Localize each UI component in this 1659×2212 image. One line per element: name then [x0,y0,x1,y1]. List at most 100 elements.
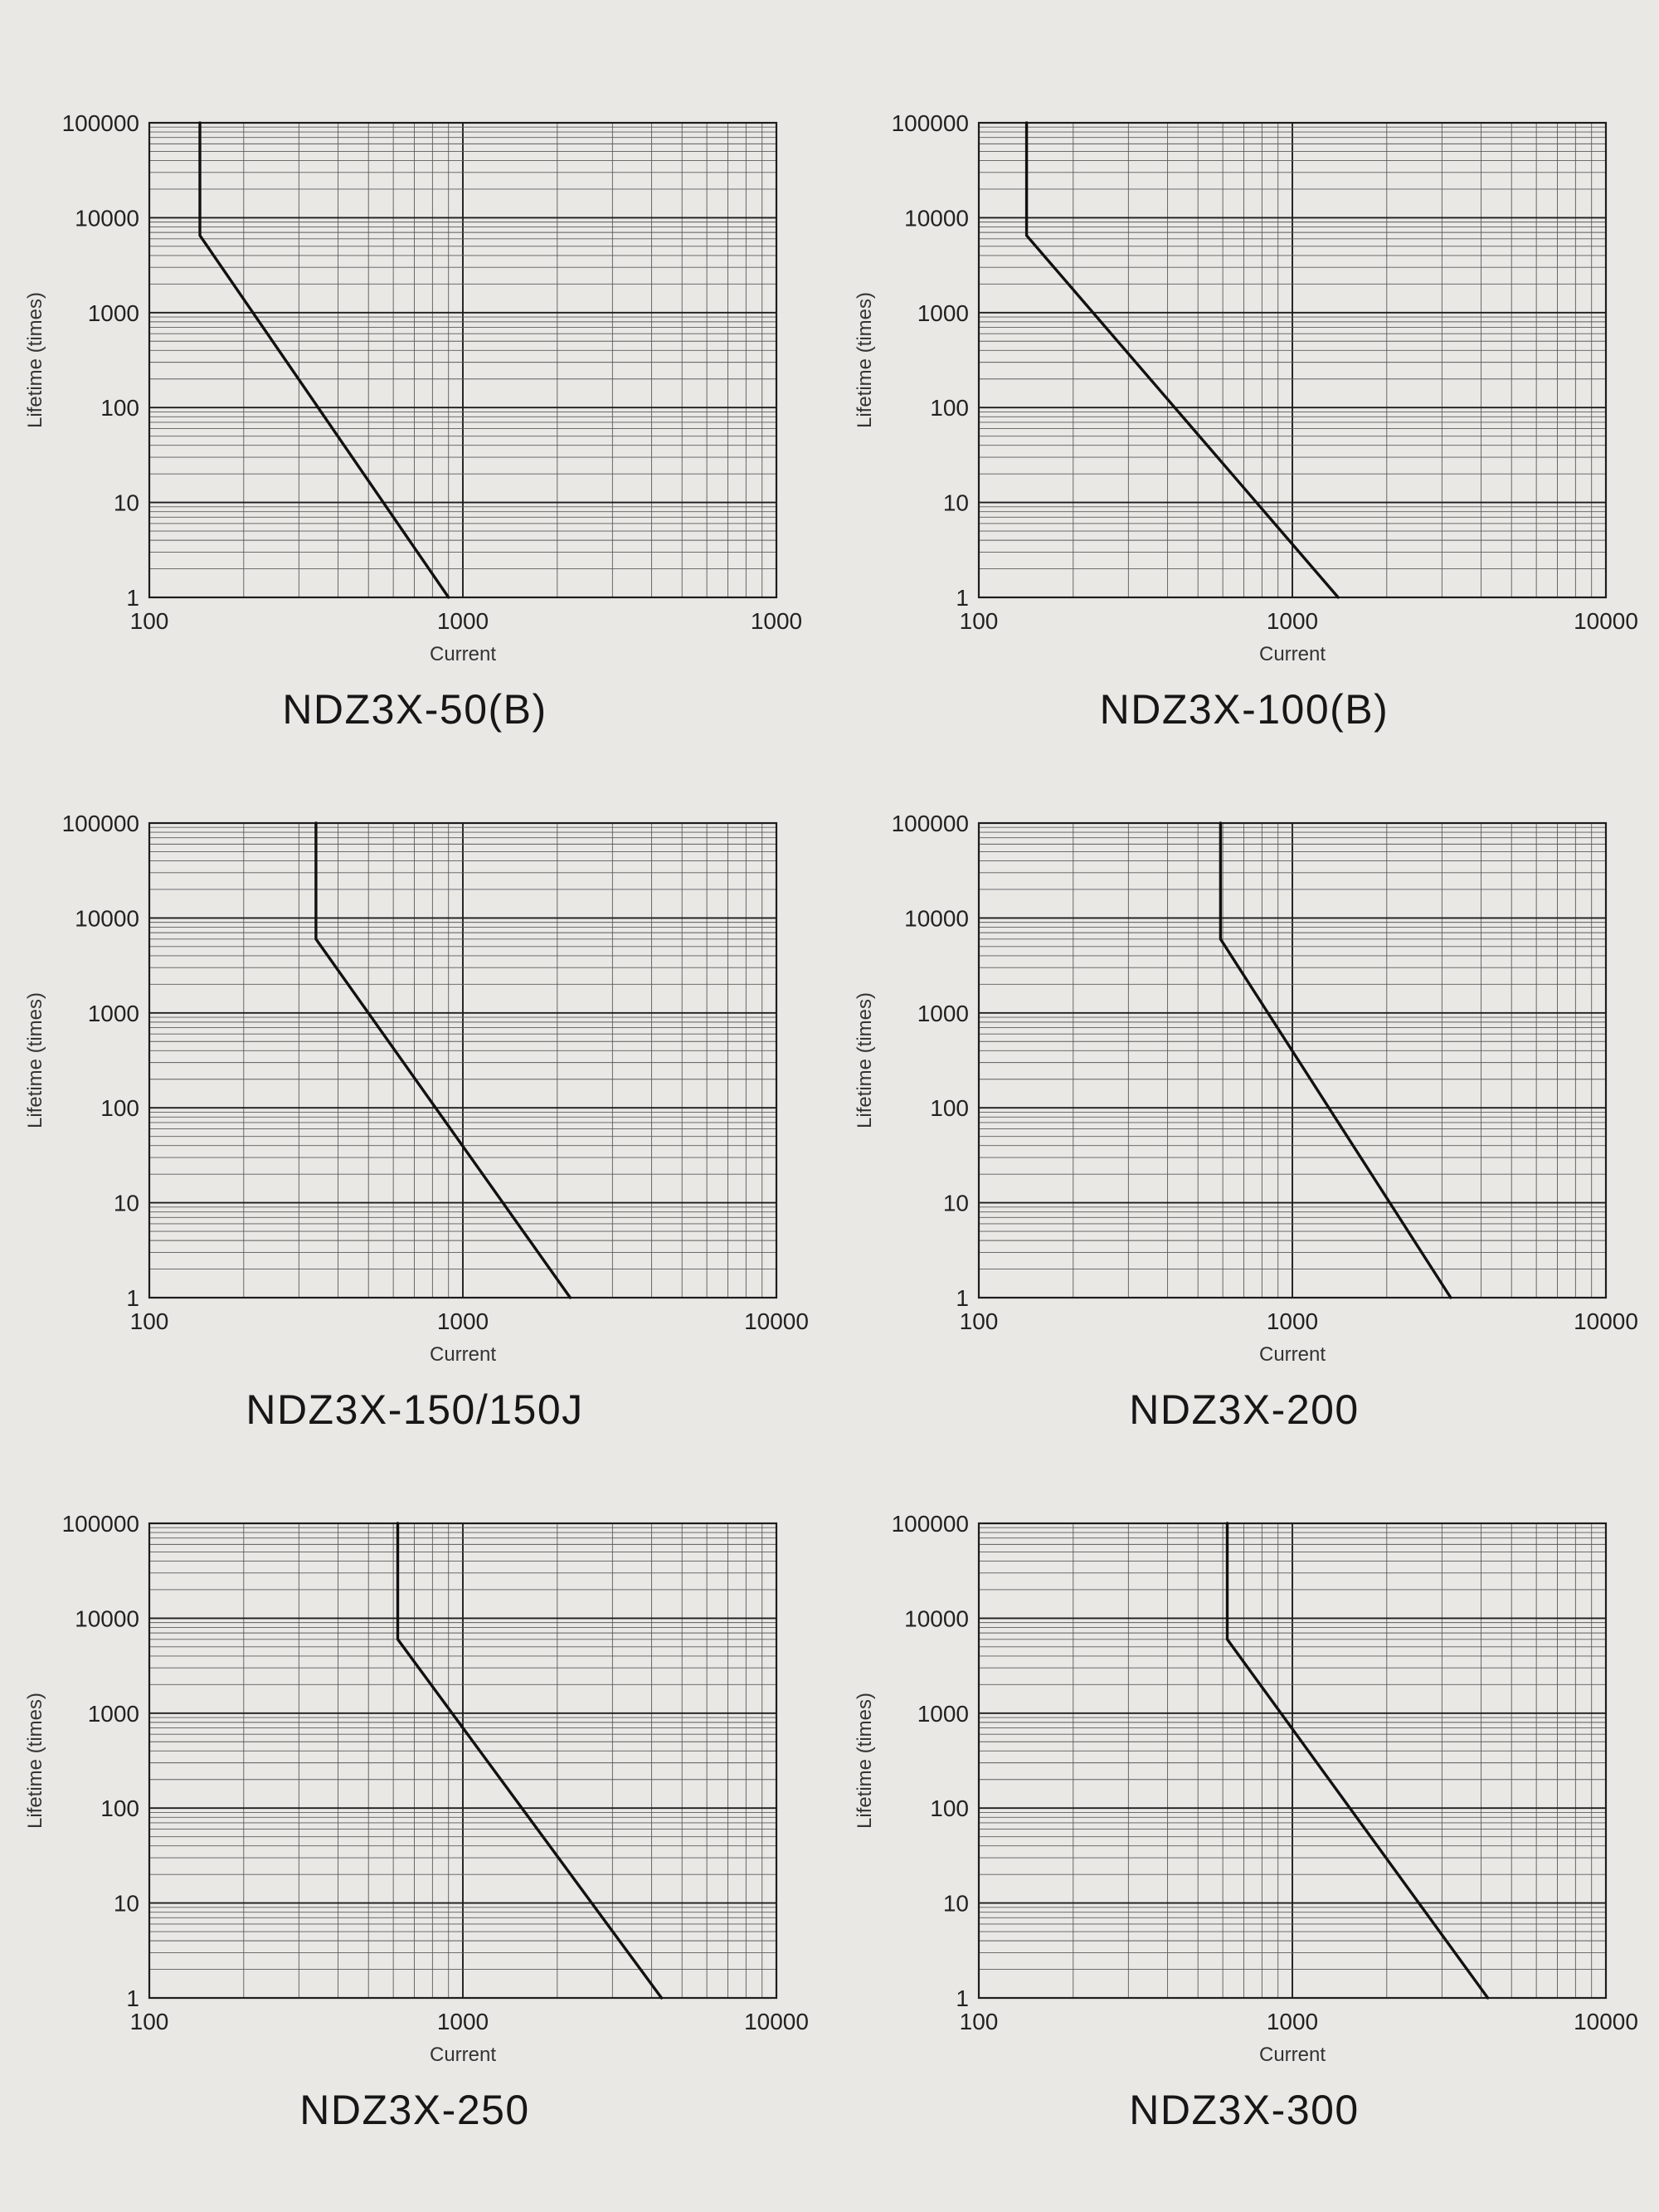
y-tick-label: 100000 [62,811,139,836]
y-tick-label: 100000 [892,110,969,136]
log-grid [148,822,777,1298]
chart-title: NDZ3X-50(B) [282,686,547,733]
plot-border [977,1522,1608,2000]
y-tick-label: 1000 [88,300,139,326]
y-tick-label: 1000 [88,1001,139,1026]
plot-border [148,1522,778,2000]
y-tick-label: 100 [930,1795,969,1821]
x-tick-label: 100 [130,608,169,634]
lifetime-curve [1024,121,1340,599]
x-tick-label: 1000 [437,608,489,634]
y-tick-label: 1000 [917,1001,969,1026]
x-axis-title: Current [1259,1343,1326,1366]
y-tick-label: 10000 [904,205,969,231]
plot-border [977,821,1608,1299]
axis-labels: 1 10 100 1000 10000 100000 100 1000 10000 Current… [854,811,1638,1366]
y-axis-title: Lifetime (times) [24,1693,46,1829]
x-tick-label: 10000 [1574,2009,1638,2034]
y-tick-label: 100000 [62,1511,139,1537]
lifetime-chart-svg: 1 10 100 1000 10000 100000 100 1000 10000 Current… [854,811,1638,1366]
x-axis-title: Current [430,2044,496,2066]
x-tick-label: 10000 [744,2009,809,2034]
chart-ndz3x-250: 1 10 100 1000 10000 100000 100 1000 10000 Current… [0,1500,830,2134]
lifetime-curve [1219,821,1452,1299]
y-tick-label: 10 [114,490,139,516]
lifetime-curve [198,121,450,599]
y-tick-label: 10000 [904,905,969,931]
y-tick-label: 1000 [917,1701,969,1727]
chart-ndz3x-300: 1 10 100 1000 10000 100000 100 1000 10000 Current… [830,1500,1659,2134]
chart-title: NDZ3X-100(B) [1099,686,1389,733]
x-tick-label: 1000 [1267,1308,1318,1334]
y-tick-label: 10 [943,490,969,516]
y-tick-label: 10000 [75,205,139,231]
y-axis-title: Lifetime (times) [854,992,876,1128]
log-grid [148,122,777,598]
x-tick-label: 100 [960,2009,999,2034]
x-tick-label: 10000 [1574,608,1638,634]
y-tick-label: 100 [100,1795,139,1821]
log-grid [978,1523,1607,1999]
y-tick-label: 1 [956,1285,969,1311]
x-tick-label: 1000 [437,2009,489,2034]
y-tick-label: 1000 [917,300,969,326]
chart-ndz3x-50b: 1 10 100 1000 10000 100000 100 1000 1000 Current L… [0,100,830,733]
chart-title: NDZ3X-150/150J [246,1386,584,1433]
x-tick-label: 100 [960,1308,999,1334]
lifetime-chart-svg: 1 10 100 1000 10000 100000 100 1000 10000 Current… [24,1511,809,2066]
x-tick-label: 1000 [1267,608,1318,634]
y-tick-label: 10 [943,1891,969,1917]
lifetime-chart-svg: 1 10 100 1000 10000 100000 100 1000 10000 Current… [854,110,1638,665]
y-tick-label: 100 [100,395,139,421]
axis-labels: 1 10 100 1000 10000 100000 100 1000 1000 Current L… [24,110,802,665]
y-tick-label: 10 [114,1891,139,1917]
lifetime-chart-svg: 1 10 100 1000 10000 100000 100 1000 1000 Current L… [24,110,802,665]
y-tick-label: 10000 [904,1605,969,1631]
chart-title: NDZ3X-200 [1129,1386,1360,1433]
chart-ndz3x-100b: 1 10 100 1000 10000 100000 100 1000 10000 Current… [830,100,1659,733]
x-tick-label: 100 [960,608,999,634]
lifetime-curve [396,1522,664,2000]
y-tick-label: 100 [930,1095,969,1121]
y-tick-label: 10000 [75,1605,139,1631]
x-axis-title: Current [1259,2044,1326,2066]
lifetime-chart-svg: 1 10 100 1000 10000 100000 100 1000 10000 Current… [854,1511,1638,2066]
x-axis-title: Current [430,1343,496,1366]
y-tick-label: 10 [114,1191,139,1216]
lifetime-curve [314,821,572,1299]
log-grid [978,122,1607,598]
axis-labels: 1 10 100 1000 10000 100000 100 1000 10000 Current… [854,1511,1638,2066]
x-tick-label: 100 [130,2009,169,2034]
y-tick-label: 1 [126,1985,139,2011]
y-tick-label: 10000 [75,905,139,931]
chart-grid: 1 10 100 1000 10000 100000 100 1000 1000 Current L… [0,100,1659,2134]
x-tick-label: 1000 [751,608,802,634]
x-axis-title: Current [430,643,496,665]
x-tick-label: 10000 [1574,1308,1638,1334]
x-tick-label: 1000 [437,1308,489,1334]
x-tick-label: 10000 [744,1308,809,1334]
axis-labels: 1 10 100 1000 10000 100000 100 1000 10000 Current… [854,110,1638,665]
plot-border [977,121,1608,599]
x-axis-title: Current [1259,643,1326,665]
x-tick-label: 100 [130,1308,169,1334]
chart-ndz3x-200: 1 10 100 1000 10000 100000 100 1000 10000 Current… [830,800,1659,1434]
chart-title: NDZ3X-300 [1129,2087,1360,2133]
log-grid [148,1523,777,1999]
chart-ndz3x-150-150j: 1 10 100 1000 10000 100000 100 1000 10000 Current… [0,800,830,1434]
x-tick-label: 1000 [1267,2009,1318,2034]
y-tick-label: 1000 [88,1701,139,1727]
y-tick-label: 1 [126,1285,139,1311]
y-tick-label: 100000 [62,110,139,136]
lifetime-curve [1225,1522,1490,2000]
log-grid [978,822,1607,1298]
y-axis-title: Lifetime (times) [854,1693,876,1829]
y-tick-label: 100 [100,1095,139,1121]
axis-labels: 1 10 100 1000 10000 100000 100 1000 10000 Current… [24,811,809,1366]
axis-labels: 1 10 100 1000 10000 100000 100 1000 10000 Current… [24,1511,809,2066]
y-tick-label: 10 [943,1191,969,1216]
plot-border [148,821,778,1299]
y-tick-label: 100000 [892,811,969,836]
chart-title: NDZ3X-250 [299,2087,530,2133]
